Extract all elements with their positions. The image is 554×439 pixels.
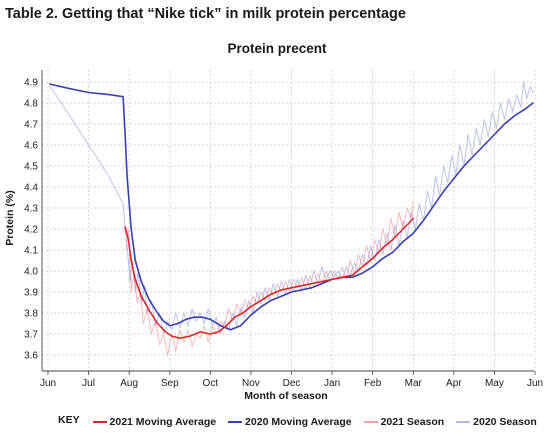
- x-tick-label: Sep: [161, 378, 179, 389]
- x-tick-label: Feb: [364, 378, 382, 389]
- series-group: [49, 81, 534, 356]
- x-tick-label: Oct: [203, 378, 219, 389]
- x-tick-label: Mar: [405, 378, 423, 389]
- legend-label-2020-moving-average: 2020 Moving Average: [245, 416, 352, 428]
- legend-item-2021-moving-average: 2021 Moving Average: [92, 416, 217, 428]
- chart-title: Protein precent: [227, 41, 327, 56]
- x-tick-label: Jun: [527, 378, 543, 389]
- x-tick-label: Aug: [120, 378, 138, 389]
- y-tick-label: 4.2: [24, 225, 38, 236]
- x-tick-label: Jan: [324, 378, 340, 389]
- legend-label-2021-moving-average: 2021 Moving Average: [109, 416, 217, 428]
- x-tick-label: Jun: [40, 378, 56, 389]
- x-tick-label: May: [485, 378, 504, 389]
- series-line-2021-moving-average: [124, 217, 415, 339]
- y-tick-label: 3.8: [24, 309, 38, 320]
- legend-label-2021-season: 2021 Season: [380, 416, 445, 428]
- legend: KEY 2021 Moving Average 2020 Moving Aver…: [58, 414, 546, 428]
- series-line-2020-moving-average: [49, 83, 534, 331]
- y-tick-label: 3.6: [24, 351, 38, 362]
- x-tick-label: Dec: [283, 378, 301, 389]
- legend-label-2020-season: 2020 Season: [473, 416, 537, 428]
- legend-item-2020-moving-average: 2020 Moving Average: [228, 416, 352, 428]
- series-line-2020-season: [49, 81, 534, 335]
- legend-swatch-2020-season: [456, 421, 471, 423]
- legend-swatch-2021-moving-average: [92, 421, 107, 423]
- series-line-2021-season: [125, 201, 414, 356]
- grid: [42, 70, 536, 371]
- y-tick-label: 4.5: [24, 162, 38, 173]
- x-tick-label: Nov: [242, 378, 260, 389]
- y-tick-label: 3.7: [24, 330, 38, 341]
- page-title: Table 2. Getting that “Nike tick” in mil…: [5, 6, 406, 22]
- y-tick-label: 4.8: [24, 99, 38, 110]
- y-tick-label: 3.9: [24, 288, 38, 299]
- y-tick-label: 4.4: [24, 183, 38, 194]
- y-tick-label: 4.6: [24, 141, 38, 152]
- y-tick-label: 4.9: [24, 78, 38, 89]
- x-axis-label: Month of season: [244, 390, 327, 402]
- legend-item-2021-season: 2021 Season: [363, 416, 445, 428]
- x-tick-label: Jul: [82, 378, 95, 389]
- y-tick-label: 4.3: [24, 204, 38, 215]
- y-axis-label: Protein (%): [4, 190, 16, 245]
- y-tick-label: 4.0: [24, 267, 38, 278]
- legend-swatch-2021-season: [363, 421, 378, 423]
- y-tick-label: 4.7: [24, 120, 38, 131]
- legend-item-2020-season: 2020 Season: [456, 416, 537, 428]
- legend-swatch-2020-moving-average: [228, 421, 243, 423]
- x-tick-label: Apr: [446, 378, 462, 389]
- y-tick-label: 4.1: [24, 246, 38, 257]
- axes: 3.6 3.7 3.8 3.9 4.0 4.1 4.2 4.3 4.4 4.5 4.6 4.7 4.8 4…: [24, 70, 543, 389]
- legend-key-label: KEY: [58, 414, 80, 426]
